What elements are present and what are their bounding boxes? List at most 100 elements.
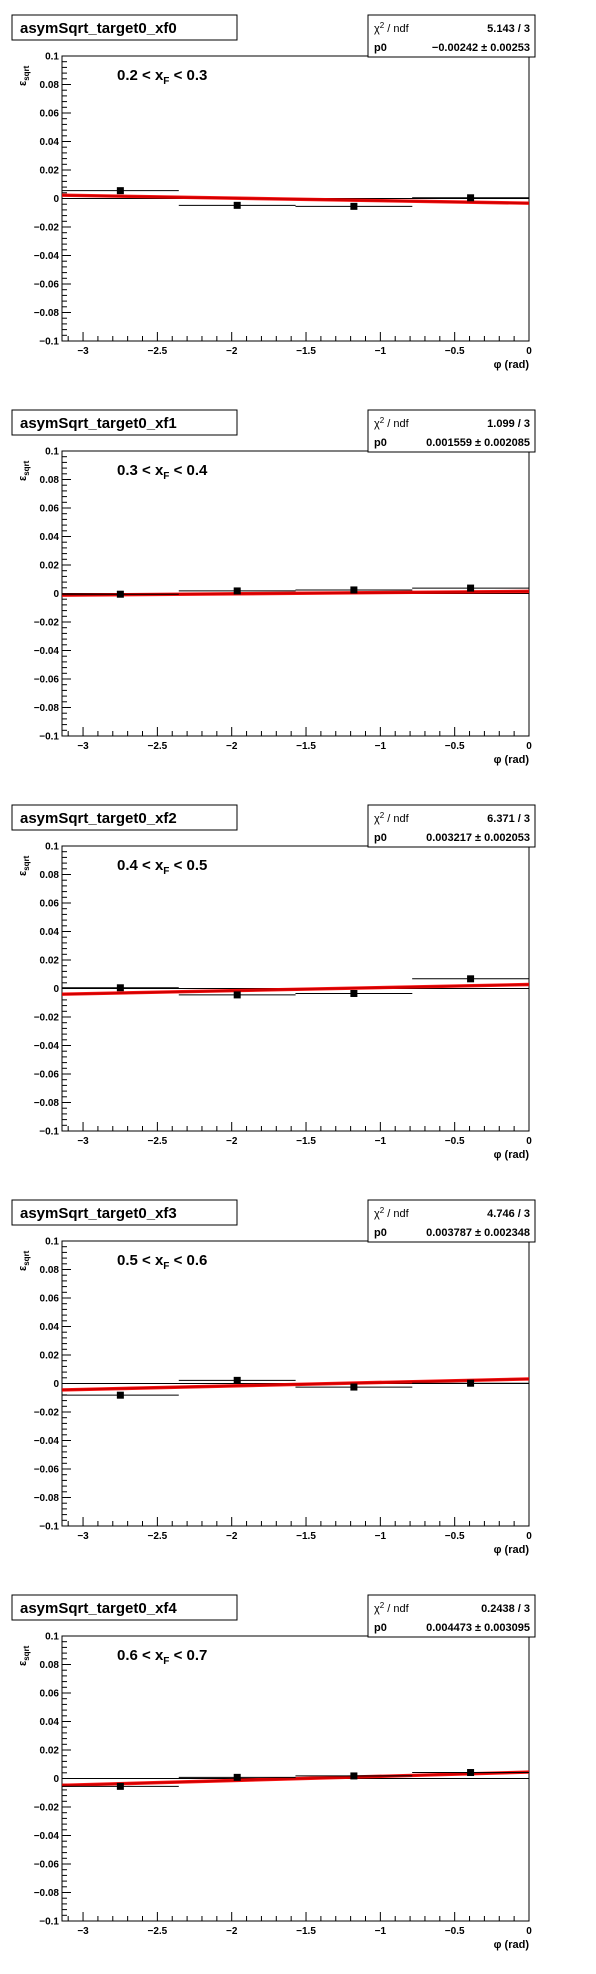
chart-title: asymSqrt_target0_xf3 — [20, 1205, 177, 1222]
data-marker — [467, 1379, 475, 1387]
chart-title: asymSqrt_target0_xf2 — [20, 810, 177, 827]
bin-var-sub: F — [163, 471, 169, 482]
y-tick-label: 0 — [53, 194, 59, 205]
bin-op: < — [169, 462, 186, 479]
x-axis: −3 −2.5 −2 −1.5 −1 −0.5 0 — [67, 1517, 532, 1542]
title-frame — [11, 1594, 238, 1621]
x-tick-label: −1 — [375, 346, 387, 357]
stats-frame — [367, 1594, 536, 1638]
y-axis-label-main: ε — [17, 870, 29, 876]
y-tick-label: −0.04 — [34, 251, 60, 262]
x-tick-label: 0 — [526, 1531, 532, 1542]
x-tick-label: −1 — [375, 1926, 387, 1937]
data-point-0 — [61, 1782, 179, 1790]
x-tick-label: −2.5 — [147, 741, 167, 752]
y-tick-label: 0.08 — [40, 1265, 60, 1276]
title-box: asymSqrt_target0_xf0 — [11, 14, 238, 41]
x-tick-label: −1.5 — [296, 346, 316, 357]
data-point-3 — [412, 1379, 529, 1387]
y-axis-label-main: ε — [17, 80, 29, 86]
data-point-0 — [61, 187, 179, 195]
y-tick-label: 0 — [53, 1774, 59, 1785]
x-tick-label: −3 — [77, 1531, 89, 1542]
data-point-0 — [61, 1391, 179, 1399]
data-point-0 — [61, 590, 179, 598]
chi2-rest: / ndf — [384, 23, 409, 35]
y-axis-label: εsqrt — [17, 1250, 31, 1271]
chart-title: asymSqrt_target0_xf4 — [20, 1600, 177, 1617]
data-point-3 — [412, 194, 529, 202]
y-tick-label: 0.04 — [40, 1717, 60, 1728]
x-tick-label: −1 — [375, 1531, 387, 1542]
data-marker — [467, 194, 475, 202]
y-tick-label: −0.02 — [34, 1013, 60, 1024]
data-marker — [233, 991, 241, 999]
y-axis-label-main: ε — [17, 1660, 29, 1666]
y-axis-label: εsqrt — [17, 65, 31, 86]
bin-annotation: 0.5 < xF < 0.6 — [117, 1252, 207, 1272]
title-box: asymSqrt_target0_xf2 — [11, 804, 238, 831]
data-marker — [350, 202, 358, 210]
x-tick-label: −3 — [77, 1136, 89, 1147]
p0-value: 0.001559 ± 0.002085 — [426, 437, 530, 449]
data-marker — [116, 1782, 124, 1790]
y-tick-label: 0.06 — [40, 1294, 60, 1305]
chi2-sup: 2 — [380, 1206, 385, 1215]
x-tick-label: −2.5 — [147, 1926, 167, 1937]
x-tick-label: 0 — [526, 346, 532, 357]
bin-var: < x — [138, 67, 164, 84]
data-marker — [233, 1376, 241, 1384]
y-tick-label: 0 — [53, 984, 59, 995]
p0-label: p0 — [374, 42, 387, 54]
bin-op: < — [169, 67, 186, 84]
y-axis-label-sub: sqrt — [22, 1645, 31, 1660]
stats-box: χ2 / ndf 5.143 / 3 p0 −0.00242 ± 0.00253 — [367, 14, 536, 58]
bin-lower: 0.5 — [117, 1252, 138, 1269]
chi2-label: χ2 / ndf — [374, 416, 410, 430]
y-tick-label: −0.06 — [34, 675, 60, 686]
y-tick-label: −0.04 — [34, 646, 60, 657]
x-tick-label: −0.5 — [445, 741, 465, 752]
x-tick-label: −2 — [226, 346, 238, 357]
bin-var-sub: F — [163, 76, 169, 87]
x-tick-label: −0.5 — [445, 1926, 465, 1937]
y-axis-label-sub: sqrt — [22, 460, 31, 475]
data-point-1 — [178, 1773, 296, 1781]
chart-title: asymSqrt_target0_xf0 — [20, 20, 177, 37]
title-frame — [11, 1199, 238, 1226]
bin-op: < — [169, 1647, 186, 1664]
chi2-symbol: χ — [374, 1603, 380, 1615]
y-tick-label: −0.04 — [34, 1831, 60, 1842]
x-tick-label: −2.5 — [147, 1136, 167, 1147]
data-marker — [350, 586, 358, 594]
stats-box: χ2 / ndf 0.2438 / 3 p0 0.004473 ± 0.003095 — [367, 1594, 536, 1638]
p0-value: 0.003217 ± 0.002053 — [426, 832, 530, 844]
chart-panel-xf1: asymSqrt_target0_xf1 −0.1 −0.08 −0.06 −0.04 −… — [11, 409, 536, 766]
data-marker — [350, 1772, 358, 1780]
p0-label: p0 — [374, 1227, 387, 1239]
data-point-1 — [178, 587, 296, 595]
y-tick-label: 0.06 — [40, 109, 60, 120]
chi2-label: χ2 / ndf — [374, 811, 410, 825]
y-tick-label: 0.1 — [45, 1237, 59, 1248]
chi2-sup: 2 — [380, 811, 385, 820]
x-axis-label: φ (rad) — [494, 1149, 530, 1161]
bin-upper: 0.4 — [187, 462, 209, 479]
y-tick-label: 0.06 — [40, 899, 60, 910]
y-tick-label: −0.02 — [34, 1408, 60, 1419]
x-axis: −3 −2.5 −2 −1.5 −1 −0.5 0 — [67, 1912, 532, 1937]
data-point-2 — [295, 586, 413, 594]
x-tick-label: −2.5 — [147, 346, 167, 357]
title-box: asymSqrt_target0_xf1 — [11, 409, 238, 436]
y-tick-label: 0.02 — [40, 1746, 60, 1757]
bin-upper: 0.6 — [187, 1252, 208, 1269]
y-tick-label: 0.04 — [40, 1322, 60, 1333]
chi2-rest: / ndf — [384, 1603, 409, 1615]
data-marker — [350, 1383, 358, 1391]
data-point-2 — [295, 202, 413, 210]
data-marker — [233, 201, 241, 209]
fit-line — [61, 983, 530, 996]
y-tick-label: −0.04 — [34, 1436, 60, 1447]
bin-var: < x — [138, 857, 164, 874]
